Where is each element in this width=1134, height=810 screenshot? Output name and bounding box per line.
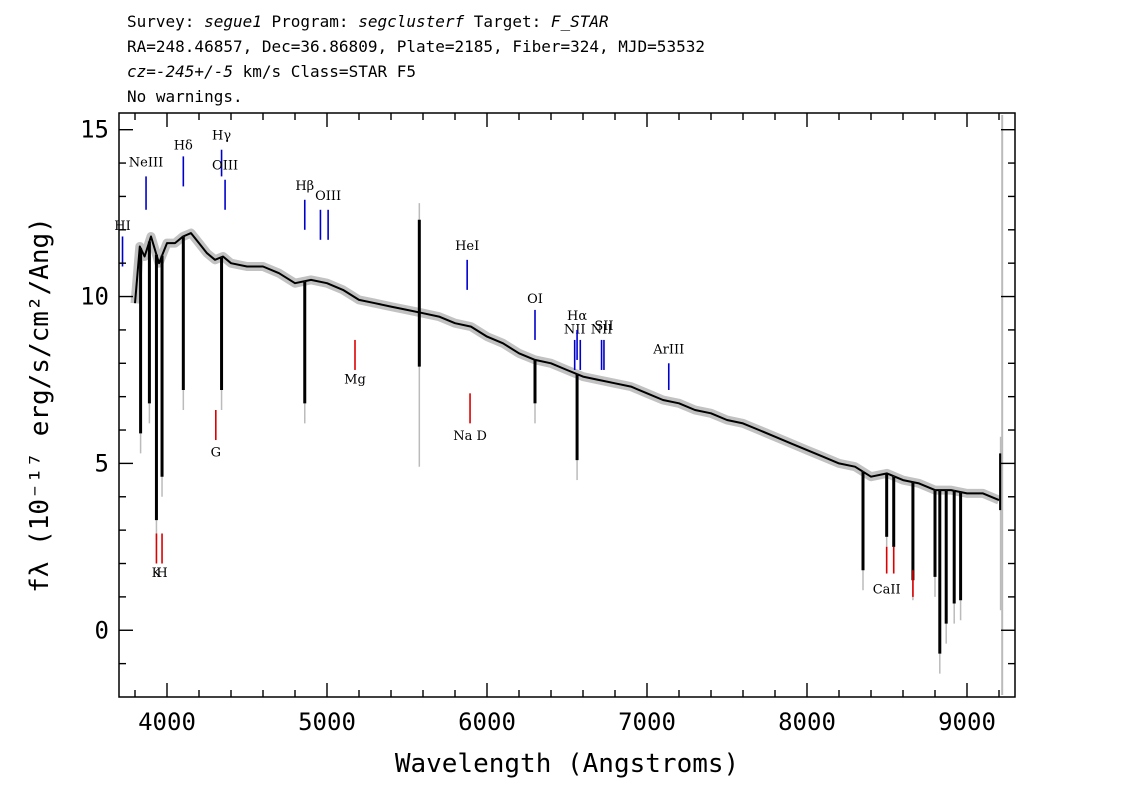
header: Survey: segue1 Program: segclusterf Targ…	[127, 12, 705, 106]
y-axis-ticks: 0 5 10 15	[80, 116, 1015, 665]
survey-name: segue1	[204, 12, 262, 31]
emission-line-label-14: SII	[594, 319, 613, 334]
y-tick-label-5: 5	[95, 449, 109, 477]
emission-line-label-1: NeIII	[129, 155, 163, 170]
emission-line-label-2: Hδ	[174, 139, 193, 154]
x-tick-label-5000: 5000	[298, 708, 356, 736]
x-tick-label-9000: 9000	[938, 708, 996, 736]
header-line-4: No warnings.	[127, 87, 243, 106]
absorption-line-label-5: CaII	[873, 583, 901, 598]
y-tick-label-0: 0	[95, 616, 109, 644]
error-band	[130, 228, 1001, 505]
emission-line-label-10: NII	[564, 322, 586, 337]
absorption-line-label-3: Mg	[344, 372, 366, 387]
absorption-line-label-0: K	[152, 566, 162, 581]
target-name: F_STAR	[551, 12, 609, 31]
emission-line-label-15: ArIII	[652, 342, 684, 357]
emission-line-label-9: OI	[527, 292, 543, 307]
emission-line-label-5: Hβ	[295, 179, 314, 194]
absorption-line-label-2: G	[211, 446, 221, 461]
emission-line-label-4: OIII	[212, 159, 238, 174]
header-line-3: cz=-245+/-5 km/s Class=STAR F5	[127, 62, 416, 81]
emission-line-label-13: NII	[591, 322, 613, 337]
emission-line-label-7: OIII	[315, 189, 341, 204]
y-axis-label: fλ (10⁻¹⁷ erg/s/cm²/Ang)	[25, 217, 55, 593]
x-tick-label-6000: 6000	[458, 708, 516, 736]
redshift-value: cz=-245+/-5	[127, 62, 233, 81]
x-tick-label-7000: 7000	[618, 708, 676, 736]
plot-area: HINeIIIHδHγOIIIHβOIIIHeIOINIIHαNIISIIArI…	[114, 115, 1004, 695]
x-axis-label: Wavelength (Angstroms)	[395, 749, 739, 779]
program-name: segclusterf	[358, 12, 464, 31]
emission-line-label-3: Hγ	[212, 129, 231, 144]
emission-line-label-0: HI	[114, 219, 130, 234]
absorption-line-label-1: H	[156, 566, 167, 581]
emission-line-label-8: HeI	[455, 239, 479, 254]
x-tick-label-8000: 8000	[778, 708, 836, 736]
flux-line	[134, 232, 1000, 502]
absorption-line-label-4: Na D	[453, 429, 487, 444]
header-line-1: Survey: segue1 Program: segclusterf Targ…	[127, 12, 609, 31]
x-tick-label-4000: 4000	[138, 708, 196, 736]
plot-frame	[118, 112, 1016, 698]
header-line-2: RA=248.46857, Dec=36.86809, Plate=2185, …	[127, 37, 705, 56]
x-axis-ticks: 4000 5000 6000 7000 8000 9000	[134, 113, 1000, 736]
y-tick-label-10: 10	[80, 283, 109, 311]
emission-line-label-11: Hα	[567, 309, 587, 324]
y-tick-label-15: 15	[80, 116, 109, 144]
